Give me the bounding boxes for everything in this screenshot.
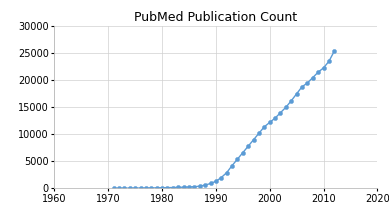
Title: PubMed Publication Count: PubMed Publication Count [134, 11, 298, 24]
